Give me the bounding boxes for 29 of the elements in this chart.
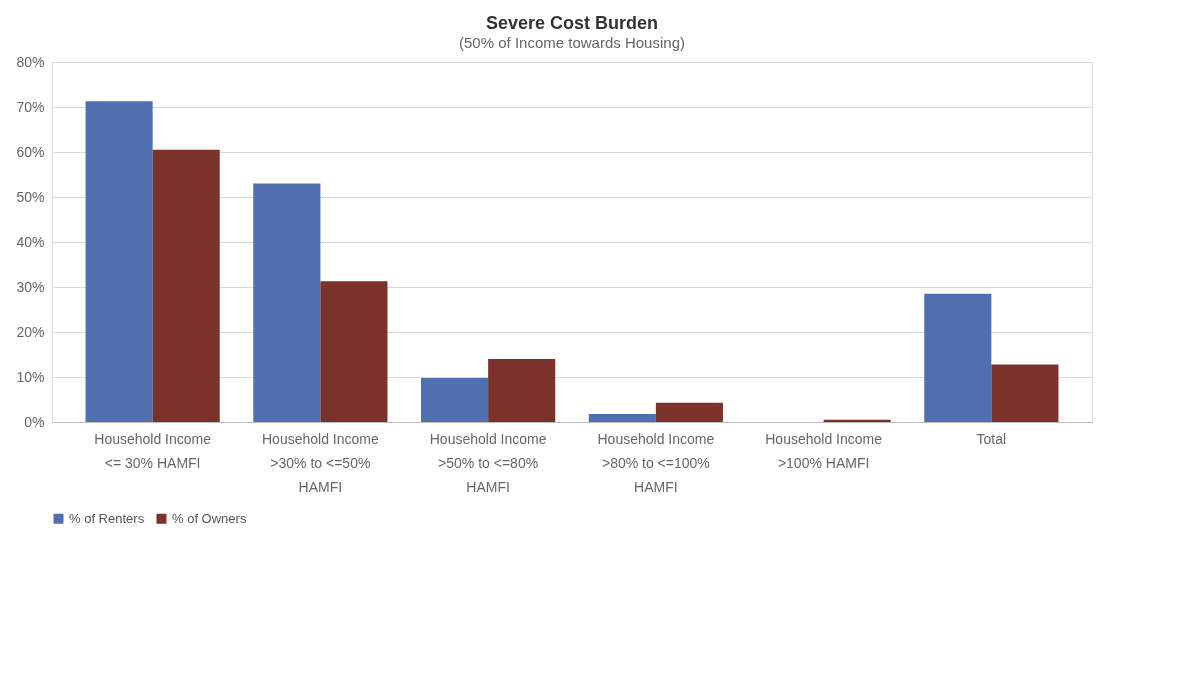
bar <box>421 377 489 422</box>
bar <box>152 149 220 422</box>
y-tick-label: 10% <box>16 368 45 385</box>
bar <box>488 359 556 422</box>
bar <box>655 402 723 422</box>
y-tick-label: 40% <box>16 233 45 250</box>
bar <box>924 293 992 422</box>
chart-subtitle: (50% of Income towards Housing) <box>459 34 685 51</box>
x-tick-label: Household Income >100% HAMFI <box>765 430 883 471</box>
y-tick-label: 50% <box>16 188 45 205</box>
x-tick-label: Household Income >30% to <=50% HAMFI <box>262 430 379 495</box>
x-tick-label: Household Income <= 30% HAMFI <box>94 430 212 471</box>
bar <box>85 101 153 422</box>
bar <box>320 281 388 422</box>
x-tick-label: Household Income >80% to <=100% HAMFI <box>597 430 715 495</box>
legend-label: % of Owners <box>172 510 247 526</box>
bar <box>588 413 656 422</box>
x-tick-label: Household Income >50% to <=80% HAMFI <box>429 430 547 495</box>
y-tick-label: 0% <box>24 413 45 430</box>
y-tick-label: 70% <box>16 98 45 115</box>
bar <box>991 364 1059 422</box>
legend-label: % of Renters <box>69 510 145 526</box>
y-tick-label: 20% <box>16 323 45 340</box>
chart-title: Severe Cost Burden <box>485 13 659 33</box>
y-tick-label: 30% <box>16 278 45 295</box>
y-tick-label: 80% <box>16 53 45 70</box>
y-tick-label: 60% <box>16 143 45 160</box>
bar <box>253 183 321 422</box>
x-tick-label: Total <box>976 430 1007 447</box>
